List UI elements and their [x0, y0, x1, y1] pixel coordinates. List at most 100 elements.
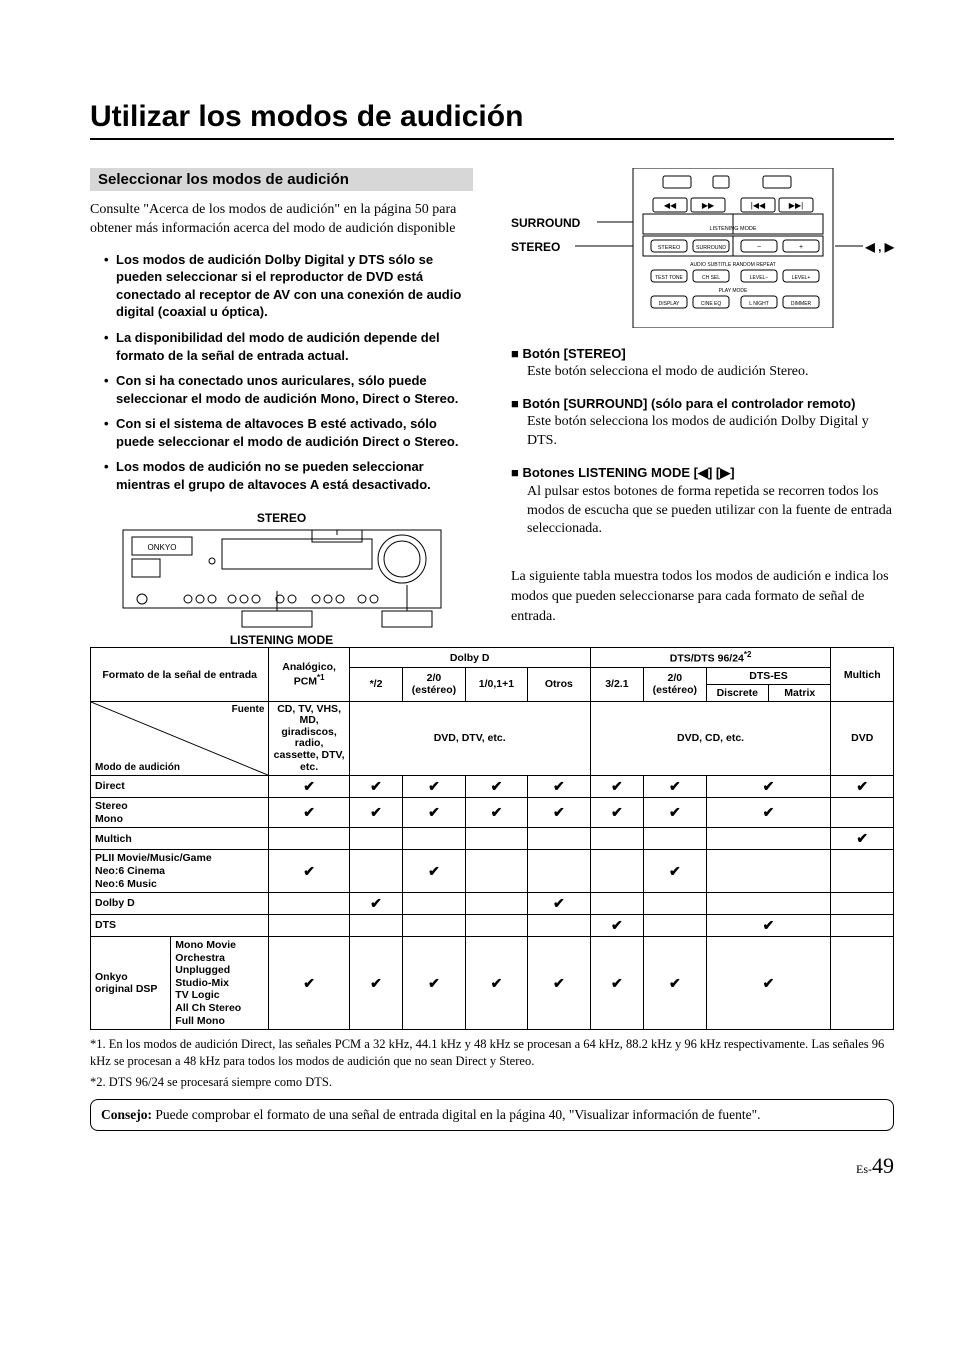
cell: ✔ [590, 776, 644, 798]
cell: ✔ [349, 937, 403, 1030]
remote-btn-right: + [798, 244, 802, 251]
button-desc-body: Este botón selecciona el modo de audició… [511, 363, 894, 382]
svg-text:ONKYO: ONKYO [147, 543, 176, 552]
remote-btn-surround: SURROUND [696, 245, 726, 251]
cell [465, 828, 527, 850]
cell: ✔ [465, 798, 527, 828]
cell: ✔ [590, 937, 644, 1030]
remote-figure: SURROUND STEREO ◀ , ▶ [511, 168, 894, 328]
svg-text:◀◀: ◀◀ [663, 201, 676, 210]
footnote-1: *1. En los modos de audición Direct, las… [90, 1036, 894, 1070]
cell [269, 893, 349, 915]
hdr-otros: Otros [528, 667, 590, 701]
cell [269, 915, 349, 937]
remote-btn-stereo: STEREO [657, 245, 680, 251]
button-desc-title: Botón [SURROUND] (sólo para el controlad… [511, 396, 894, 411]
cell [831, 850, 894, 893]
cell [349, 915, 403, 937]
cell [831, 893, 894, 915]
row-label: Mono Movie Orchestra Unplugged Studio-Mi… [171, 937, 269, 1030]
svg-text:▶▶: ▶▶ [701, 201, 714, 210]
intro-text: Consulte "Acerca de los modos de audició… [90, 201, 473, 239]
cell: ✔ [528, 798, 590, 828]
cell [465, 850, 527, 893]
cell: ✔ [644, 937, 706, 1030]
svg-text:|◀◀: |◀◀ [750, 201, 765, 210]
footnotes: *1. En los modos de audición Direct, las… [90, 1036, 894, 1091]
hdr-dtses: DTS-ES [706, 667, 831, 684]
cell: ✔ [644, 850, 706, 893]
cell: ✔ [528, 776, 590, 798]
cell: ✔ [269, 850, 349, 893]
section-header: Seleccionar los modos de audición [90, 168, 473, 191]
hdr-s2: */2 [349, 667, 403, 701]
button-desc-stereo: Botón [STEREO] Este botón selecciona el … [511, 346, 894, 382]
remote-btn-levm: LEVEL− [749, 275, 768, 281]
table-row: Dolby D✔✔ [91, 893, 894, 915]
button-desc-body: Este botón selecciona los modos de audic… [511, 413, 894, 451]
cell: ✔ [706, 776, 831, 798]
cell: ✔ [831, 776, 894, 798]
remote-row-audio: AUDIO SUBTITLE RANDOM REPEAT [690, 262, 776, 268]
hdr-multich: Multich [831, 648, 894, 702]
cell: ✔ [590, 798, 644, 828]
remote-label-arrows: ◀ , ▶ [866, 240, 894, 254]
hdr-matrix: Matrix [769, 684, 831, 701]
cell [831, 915, 894, 937]
button-desc-surround: Botón [SURROUND] (sólo para el controlad… [511, 396, 894, 451]
hdr-diag: Fuente Modo de audición [91, 701, 269, 775]
cell [644, 915, 706, 937]
receiver-icon: ONKYO [122, 529, 442, 629]
tip-lead: Consejo: [101, 1107, 152, 1122]
table-row: Direct✔✔✔✔✔✔✔✔✔ [91, 776, 894, 798]
button-desc-body: Al pulsar estos botones de forma repetid… [511, 483, 894, 540]
cell [706, 893, 831, 915]
cell [403, 828, 465, 850]
cell [349, 828, 403, 850]
cell [590, 850, 644, 893]
src-dolby: DVD, DTV, etc. [349, 701, 590, 775]
button-desc-title: Botón [STEREO] [511, 346, 894, 361]
remote-label-surround: SURROUND [511, 216, 580, 230]
cell [403, 893, 465, 915]
cell: ✔ [590, 915, 644, 937]
cell [528, 850, 590, 893]
cell [590, 893, 644, 915]
tip-body: Puede comprobar el formato de una señal … [152, 1107, 760, 1122]
note-item: La disponibilidad del modo de audición d… [104, 329, 473, 364]
tip-box: Consejo: Puede comprobar el formato de u… [90, 1099, 894, 1131]
button-desc-title: Botones LISTENING MODE [◀] [▶] [511, 465, 894, 481]
cell [706, 828, 831, 850]
row-label: Multich [91, 828, 269, 850]
remote-btn-levp: LEVEL+ [791, 275, 810, 281]
remote-btn-display: DISPLAY [658, 301, 679, 307]
cell [269, 828, 349, 850]
note-item: Los modos de audición no se pueden selec… [104, 458, 473, 493]
table-row: DTS✔✔ [91, 915, 894, 937]
receiver-label-stereo: STEREO [90, 511, 473, 525]
table-intro: La siguiente tabla muestra todos los mod… [511, 567, 894, 626]
src-multich: DVD [831, 701, 894, 775]
cell: ✔ [528, 937, 590, 1030]
cell: ✔ [706, 937, 831, 1030]
cell [528, 915, 590, 937]
cell: ✔ [644, 776, 706, 798]
cell: ✔ [644, 798, 706, 828]
row-label: Stereo Mono [91, 798, 269, 828]
cell: ✔ [465, 776, 527, 798]
remote-btn-lnight: L NIGHT [749, 301, 769, 307]
svg-text:▶▶|: ▶▶| [788, 201, 802, 210]
row-label: Onkyo original DSP [91, 937, 171, 1030]
note-item: Los modos de audición Dolby Digital y DT… [104, 251, 473, 321]
table-row: Multich✔ [91, 828, 894, 850]
cell: ✔ [269, 798, 349, 828]
cell: ✔ [465, 937, 527, 1030]
cell: ✔ [349, 776, 403, 798]
page-title: Utilizar los modos de audición [90, 100, 894, 140]
footnote-2: *2. DTS 96/24 se procesará siempre como … [90, 1074, 894, 1091]
remote-row-listening: LISTENING MODE [709, 226, 756, 232]
notes-list: Los modos de audición Dolby Digital y DT… [90, 251, 473, 494]
hdr-dolby: Dolby D [349, 648, 590, 668]
row-label: DTS [91, 915, 269, 937]
page-number: Es-49 [90, 1153, 894, 1179]
